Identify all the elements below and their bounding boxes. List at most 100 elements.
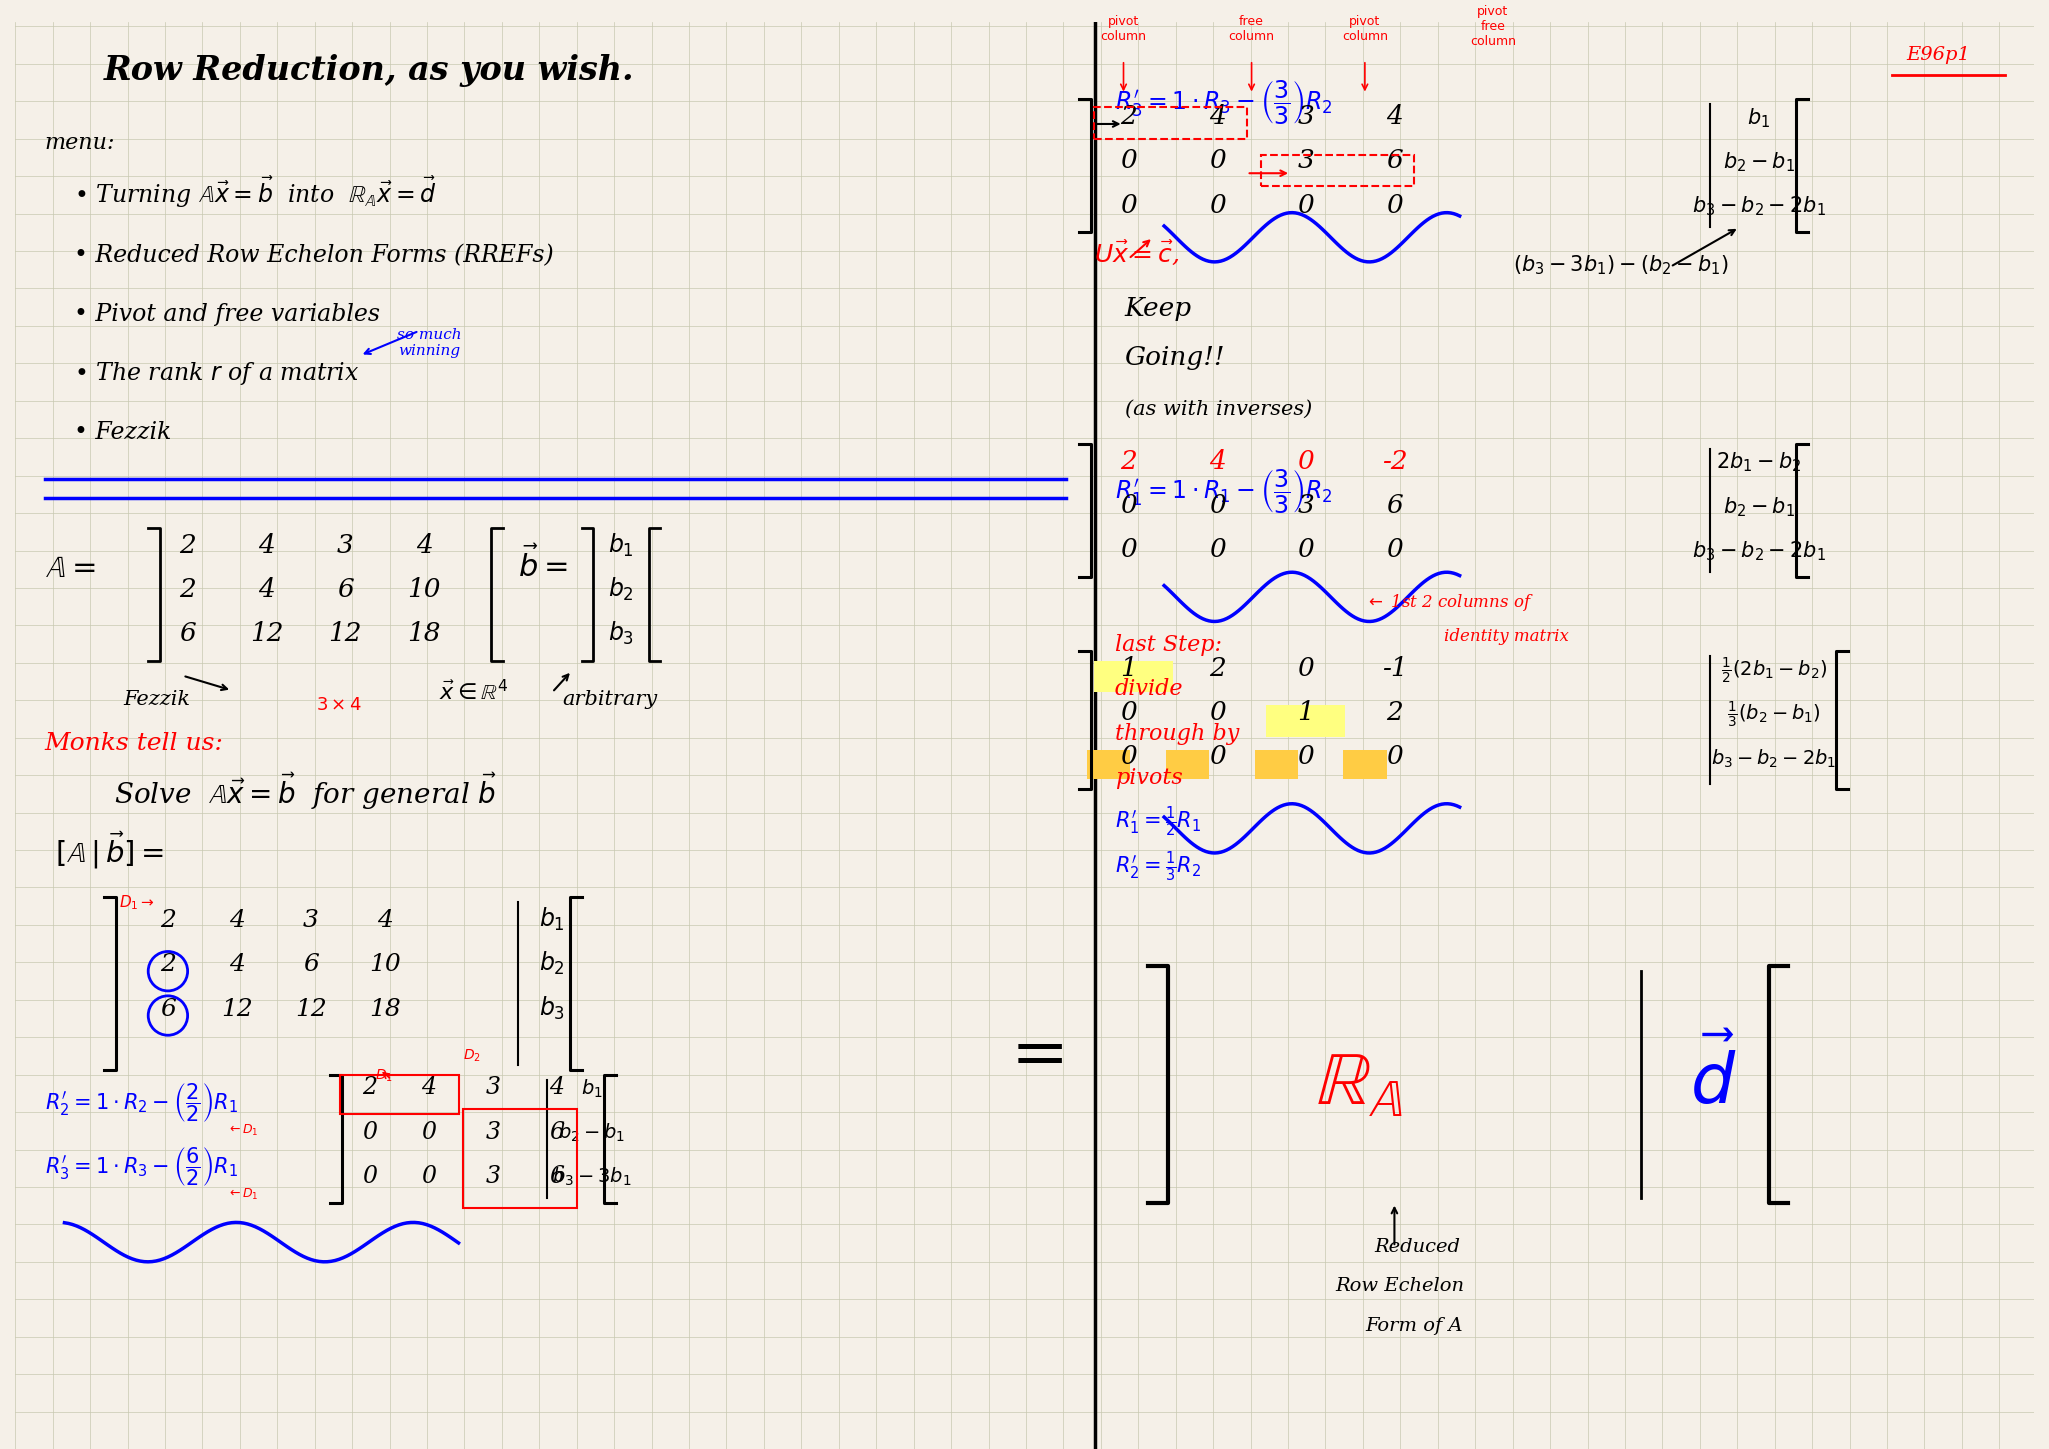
Text: 6: 6 bbox=[549, 1165, 566, 1188]
Text: 0: 0 bbox=[1297, 655, 1313, 681]
Text: Row Reduction, as you wish.: Row Reduction, as you wish. bbox=[104, 54, 635, 87]
Text: 0: 0 bbox=[1297, 449, 1313, 474]
Text: 3: 3 bbox=[486, 1165, 500, 1188]
Text: 0: 0 bbox=[1297, 193, 1313, 217]
Text: $3\times4$: $3\times4$ bbox=[316, 696, 363, 714]
Text: 0: 0 bbox=[1121, 700, 1137, 724]
Text: $b_3 - 3b_1$: $b_3 - 3b_1$ bbox=[551, 1166, 631, 1188]
Text: $b_2 - b_1$: $b_2 - b_1$ bbox=[1723, 496, 1795, 519]
Text: • Fezzik: • Fezzik bbox=[74, 422, 172, 445]
Text: $U\vec{x}=\vec{c}$,: $U\vec{x}=\vec{c}$, bbox=[1094, 239, 1180, 267]
Text: • Reduced Row Echelon Forms (RREFs): • Reduced Row Echelon Forms (RREFs) bbox=[74, 243, 553, 267]
Text: pivot
column: pivot column bbox=[1342, 16, 1387, 43]
Text: 6: 6 bbox=[303, 953, 320, 977]
Text: 4: 4 bbox=[229, 909, 244, 932]
Text: 1: 1 bbox=[1297, 700, 1313, 724]
Text: 0: 0 bbox=[1385, 193, 1404, 217]
Text: 12: 12 bbox=[250, 622, 283, 646]
Text: Row Echelon: Row Echelon bbox=[1336, 1278, 1465, 1295]
Text: 0: 0 bbox=[1121, 538, 1137, 562]
Text: 4: 4 bbox=[258, 577, 275, 601]
Text: 3: 3 bbox=[486, 1077, 500, 1100]
Text: -2: -2 bbox=[1381, 449, 1408, 474]
Text: 2: 2 bbox=[160, 909, 176, 932]
Text: • Turning $\mathbb{A}\vec{x} = \vec{b}$  into  $\mathbb{R}_{\mathbb{A}}\vec{x} =: • Turning $\mathbb{A}\vec{x} = \vec{b}$ … bbox=[74, 174, 436, 210]
Text: 12: 12 bbox=[328, 622, 363, 646]
Text: 0: 0 bbox=[1209, 493, 1225, 519]
Text: menu:: menu: bbox=[45, 132, 115, 154]
Bar bbox=[1088, 749, 1131, 780]
Text: $(b_3 - 3b_1) - (b_2 - b_1)$: $(b_3 - 3b_1) - (b_2 - b_1)$ bbox=[1512, 254, 1727, 277]
Text: 6: 6 bbox=[178, 622, 197, 646]
Text: 0: 0 bbox=[1209, 193, 1225, 217]
Text: 2: 2 bbox=[1385, 700, 1404, 724]
Text: 0: 0 bbox=[1209, 538, 1225, 562]
Text: 0: 0 bbox=[422, 1165, 436, 1188]
Text: Solve  $\mathbb{A}\vec{x} = \vec{b}$  for general $\vec{b}$: Solve $\mathbb{A}\vec{x} = \vec{b}$ for … bbox=[115, 771, 496, 811]
Text: 0: 0 bbox=[1209, 745, 1225, 769]
Text: 6: 6 bbox=[1385, 493, 1404, 519]
Text: free
column: free column bbox=[1229, 16, 1274, 43]
Text: 0: 0 bbox=[422, 1120, 436, 1143]
Text: Keep: Keep bbox=[1125, 296, 1193, 322]
Text: $b_1$: $b_1$ bbox=[539, 906, 566, 933]
Text: 4: 4 bbox=[258, 533, 275, 558]
Text: $R_3' = 1\cdot R_3 - \left(\dfrac{6}{2}\right)R_1$: $R_3' = 1\cdot R_3 - \left(\dfrac{6}{2}\… bbox=[45, 1145, 238, 1188]
Text: $[\mathbb{A}\,|\,\vec{b}] =$: $[\mathbb{A}\,|\,\vec{b}] =$ bbox=[55, 830, 164, 871]
Text: 6: 6 bbox=[549, 1120, 566, 1143]
Text: Reduced: Reduced bbox=[1375, 1237, 1461, 1256]
Text: 3: 3 bbox=[1297, 148, 1313, 174]
Text: $\vec{x}\in\mathbb{R}^4$: $\vec{x}\in\mathbb{R}^4$ bbox=[438, 680, 508, 706]
Text: 0: 0 bbox=[1121, 148, 1137, 174]
Text: $R_1' = \frac{1}{2}R_1$: $R_1' = \frac{1}{2}R_1$ bbox=[1115, 804, 1201, 839]
Bar bbox=[1254, 749, 1297, 780]
Text: arbitrary: arbitrary bbox=[561, 690, 658, 709]
Text: 0: 0 bbox=[1209, 148, 1225, 174]
Text: Fezzik: Fezzik bbox=[123, 690, 191, 709]
Text: $b_1$: $b_1$ bbox=[1748, 106, 1770, 129]
Text: pivot
free
column: pivot free column bbox=[1469, 6, 1516, 48]
Text: $R_2' = 1\cdot R_2 - \left(\dfrac{2}{2}\right)R_1$: $R_2' = 1\cdot R_2 - \left(\dfrac{2}{2}\… bbox=[45, 1081, 238, 1124]
Text: $b_2$: $b_2$ bbox=[609, 575, 633, 603]
Text: 4: 4 bbox=[1209, 449, 1225, 474]
Text: 0: 0 bbox=[1297, 538, 1313, 562]
Text: $\vec{b}=$: $\vec{b}=$ bbox=[518, 548, 568, 584]
Text: $\leftarrow D_1$: $\leftarrow D_1$ bbox=[227, 1123, 258, 1137]
Text: 2: 2 bbox=[1121, 104, 1137, 129]
Text: • The rank $r$ of a matrix: • The rank $r$ of a matrix bbox=[74, 361, 361, 387]
Text: 0: 0 bbox=[1121, 193, 1137, 217]
Text: $b_3 - b_2 - 2b_1$: $b_3 - b_2 - 2b_1$ bbox=[1692, 194, 1826, 219]
Text: 18: 18 bbox=[408, 622, 441, 646]
Text: 3: 3 bbox=[336, 533, 354, 558]
Text: 10: 10 bbox=[369, 953, 400, 977]
Text: 4: 4 bbox=[549, 1077, 566, 1100]
Text: 4: 4 bbox=[1385, 104, 1404, 129]
Text: $R_2' = \frac{1}{3}R_2$: $R_2' = \frac{1}{3}R_2$ bbox=[1115, 849, 1201, 884]
Text: 3: 3 bbox=[486, 1120, 500, 1143]
Text: $b_2 - b_1$: $b_2 - b_1$ bbox=[1723, 151, 1795, 174]
Text: (as with inverses): (as with inverses) bbox=[1125, 400, 1311, 419]
Text: 12: 12 bbox=[221, 997, 252, 1020]
Text: $R_1' = 1\cdot R_1 - \left(\dfrac{3}{3}\right)R_2$: $R_1' = 1\cdot R_1 - \left(\dfrac{3}{3}\… bbox=[1115, 467, 1332, 516]
Text: $2b_1 - b_2$: $2b_1 - b_2$ bbox=[1717, 451, 1801, 474]
Bar bbox=[1094, 661, 1172, 693]
Text: $b_3$: $b_3$ bbox=[539, 994, 566, 1022]
Bar bbox=[1166, 749, 1209, 780]
Text: $\vec{d}$: $\vec{d}$ bbox=[1690, 1037, 1736, 1119]
Text: pivots: pivots bbox=[1115, 767, 1182, 790]
Text: 2: 2 bbox=[1121, 449, 1137, 474]
Text: Monks tell us:: Monks tell us: bbox=[45, 732, 223, 755]
Text: 2: 2 bbox=[1209, 655, 1225, 681]
Text: $b_3$: $b_3$ bbox=[609, 620, 633, 648]
Text: identity matrix: identity matrix bbox=[1445, 629, 1570, 645]
Text: 3: 3 bbox=[1297, 493, 1313, 519]
Text: 18: 18 bbox=[369, 997, 400, 1020]
Text: 4: 4 bbox=[416, 533, 432, 558]
Bar bbox=[1344, 749, 1387, 780]
Text: E96p1: E96p1 bbox=[1908, 46, 1971, 64]
Text: $b_1$: $b_1$ bbox=[609, 532, 633, 559]
Text: divide: divide bbox=[1115, 678, 1184, 700]
Text: so much
winning: so much winning bbox=[398, 329, 461, 358]
Text: 4: 4 bbox=[422, 1077, 436, 1100]
Text: • Pivot and free variables: • Pivot and free variables bbox=[74, 303, 381, 326]
